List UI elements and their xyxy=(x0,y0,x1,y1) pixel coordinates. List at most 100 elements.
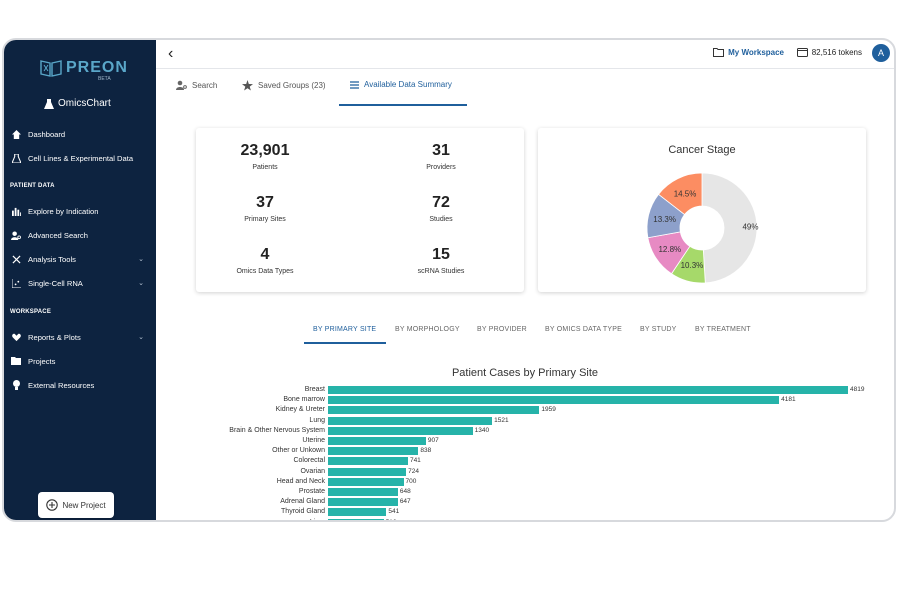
beta-badge: BETA xyxy=(98,76,111,82)
sidebar-item-advanced-search[interactable]: Advanced Search xyxy=(4,227,156,243)
tokens-label: 82,516 tokens xyxy=(811,48,862,57)
pie-label: 13.3% xyxy=(653,215,676,224)
flask-icon xyxy=(44,98,54,109)
bar-value-label: 838 xyxy=(420,447,432,455)
bar[interactable] xyxy=(328,386,848,394)
sidebar-item-explore[interactable]: Explore by Indication xyxy=(4,203,156,219)
new-project-button[interactable]: New Project xyxy=(38,492,114,518)
sidebar-item-label: Explore by Indication xyxy=(28,206,99,216)
bar-value-label: 700 xyxy=(405,477,417,485)
bar[interactable] xyxy=(328,437,426,445)
subtab-study[interactable]: BY STUDY xyxy=(640,326,677,333)
pie-slice[interactable] xyxy=(657,172,703,216)
sidebar-item-dashboard[interactable]: Dashboard xyxy=(4,126,156,142)
bar-category-label: Prostate xyxy=(298,488,325,495)
chevron-down-icon[interactable]: ⌄ xyxy=(138,256,144,263)
bar[interactable] xyxy=(328,477,404,486)
person-search-icon xyxy=(10,230,22,240)
bar[interactable] xyxy=(328,406,540,415)
stat-value: 23,901 xyxy=(240,142,290,159)
sidebar: PREON BETA OmicsChart Dashboard Cell Lin… xyxy=(4,40,156,520)
tab-search[interactable]: Search xyxy=(176,80,217,90)
folder-icon xyxy=(10,357,22,365)
workspace-label: My Workspace xyxy=(728,48,784,57)
sidebar-item-reports[interactable]: Reports & Plots ⌄ xyxy=(4,329,156,345)
bar[interactable] xyxy=(328,488,398,496)
star-icon xyxy=(242,80,253,91)
tab-label: Available Data Summary xyxy=(364,80,452,89)
tab-saved-groups[interactable]: Saved Groups (23) xyxy=(242,80,326,91)
sidebar-item-label: Cell Lines & Experimental Data xyxy=(28,153,134,163)
stat-primary-sites: 37 Primary Sites xyxy=(210,194,320,223)
subtab-morphology[interactable]: BY MORPHOLOGY xyxy=(395,326,460,333)
bar-category-label: Bone marrow xyxy=(283,396,325,404)
bar-row: Brain & Other Nervous System 1340 xyxy=(156,426,894,436)
bar[interactable] xyxy=(328,426,473,435)
bar-category-label: Liver xyxy=(156,518,325,520)
bar-value-label: 724 xyxy=(408,467,419,475)
bar-chart-icon xyxy=(10,207,22,216)
bar-row: Adrenal Gland 647 xyxy=(156,497,894,507)
sidebar-item-label: Projects xyxy=(28,356,56,366)
stat-value: 4 xyxy=(260,246,270,263)
avatar[interactable]: A xyxy=(872,44,890,62)
subtab-omics-data-type[interactable]: BY OMICS DATA TYPE xyxy=(545,326,622,333)
wallet-icon xyxy=(796,48,808,57)
stat-scrna-studies: 15 scRNA Studies xyxy=(386,246,496,275)
cancer-stage-card: Cancer Stage 49% 10.3% 12.8% 13.3% 14.5% xyxy=(538,128,866,292)
bar-value-label: 516 xyxy=(386,518,397,520)
bar-value-label: 4181 xyxy=(781,396,796,404)
subtab-primary-site[interactable]: BY PRIMARY SITE xyxy=(313,326,377,333)
bar-category-label: Breast xyxy=(304,386,325,393)
sidebar-item-label: Single-Cell RNA xyxy=(28,278,83,288)
sidebar-item-single-cell[interactable]: Single-Cell RNA ⌄ xyxy=(4,275,156,291)
bar[interactable] xyxy=(328,416,493,425)
stat-label: Providers xyxy=(426,164,456,171)
bar[interactable] xyxy=(328,457,408,466)
tab-available-data[interactable]: Available Data Summary xyxy=(350,80,452,89)
bar[interactable] xyxy=(328,467,407,476)
bar-value-label: 4819 xyxy=(850,386,865,393)
stat-value: 37 xyxy=(256,194,274,211)
sidebar-item-analysis-tools[interactable]: Analysis Tools ⌄ xyxy=(4,251,156,267)
bar[interactable] xyxy=(328,518,384,520)
stat-label: Omics Data Types xyxy=(236,268,294,275)
my-workspace-link[interactable]: My Workspace xyxy=(713,48,784,57)
stat-omics-types: 4 Omics Data Types xyxy=(210,246,320,275)
sidebar-item-cell-lines[interactable]: Cell Lines & Experimental Data xyxy=(4,150,156,166)
pie-label: 14.5% xyxy=(674,189,697,198)
bar-row: Lung 1521 xyxy=(156,416,894,426)
chevron-down-icon[interactable]: ⌄ xyxy=(138,334,144,341)
tools-icon xyxy=(10,254,22,264)
bar[interactable] xyxy=(328,396,780,405)
stat-value: 15 xyxy=(432,246,450,263)
bar[interactable] xyxy=(328,447,419,456)
sidebar-item-external[interactable]: External Resources xyxy=(4,377,156,393)
app-name-label: OmicsChart xyxy=(58,98,111,109)
bar[interactable] xyxy=(328,498,398,507)
back-arrow-icon[interactable]: ‹ xyxy=(168,45,174,62)
chevron-down-icon[interactable]: ⌄ xyxy=(138,280,144,287)
bar-row: Kidney & Ureter 1959 xyxy=(156,405,894,415)
bar-value-label: 647 xyxy=(399,498,411,506)
bar-row: Other or Unkown 838 xyxy=(156,446,894,456)
bar-category-label: Lung xyxy=(309,416,325,424)
pie-slice[interactable] xyxy=(701,172,758,284)
bar-category-label: Thyroid Gland xyxy=(281,508,325,516)
section-workspace: WORKSPACE xyxy=(10,309,52,315)
sidebar-item-label: Dashboard xyxy=(28,129,66,139)
sidebar-item-label: Reports & Plots xyxy=(28,332,81,342)
folder-outline-icon xyxy=(713,48,725,57)
subtab-treatment[interactable]: BY TREATMENT xyxy=(695,326,751,333)
stat-label: Primary Sites xyxy=(244,216,286,223)
pie-title: Cancer Stage xyxy=(668,144,736,156)
list-icon xyxy=(350,80,359,89)
bar-category-label: Brain & Other Nervous System xyxy=(229,426,325,434)
pie-label: 12.8% xyxy=(658,245,681,254)
logo[interactable]: PREON BETA xyxy=(40,56,128,82)
subtab-provider[interactable]: BY PROVIDER xyxy=(477,326,527,333)
sidebar-item-label: Advanced Search xyxy=(28,230,88,240)
bar[interactable] xyxy=(328,508,387,517)
bar-category-label: Uterine xyxy=(302,437,325,444)
sidebar-item-projects[interactable]: Projects xyxy=(4,353,156,369)
